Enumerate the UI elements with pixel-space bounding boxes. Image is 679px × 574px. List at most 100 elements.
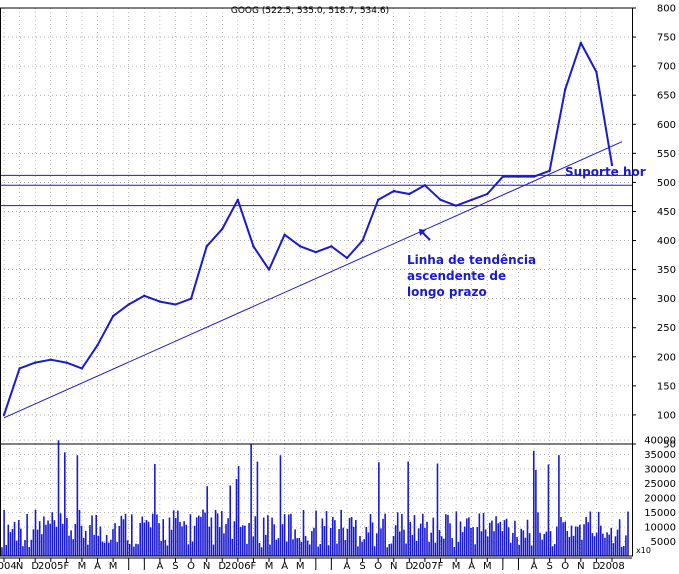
- price-point: [65, 361, 68, 364]
- price-tick-label: 600: [657, 120, 676, 131]
- price-point: [517, 175, 520, 178]
- time-tick-label: N: [390, 561, 397, 570]
- time-tick-label: D: [31, 561, 39, 570]
- price-point: [143, 294, 146, 297]
- trendline-annotation-line: longo prazo: [407, 285, 487, 299]
- trend-line: [3, 141, 623, 419]
- price-point: [252, 245, 255, 248]
- volume-tick-label: 10000: [644, 523, 676, 534]
- time-tick-label: F: [438, 561, 444, 570]
- price-point: [610, 163, 614, 167]
- horizontal-support-lines: [0, 174, 632, 207]
- price-tick-label: 250: [657, 323, 676, 334]
- time-tick-label: O: [374, 561, 382, 570]
- time-tick-label: A: [344, 561, 351, 570]
- time-tick-label: S: [359, 561, 365, 570]
- time-tick-label: F: [63, 561, 69, 570]
- price-point: [2, 413, 6, 417]
- price-point: [345, 256, 349, 260]
- axes: 800 750 700 650 600 550 500 450 400 350 300 250 200 1…: [0, 4, 676, 572]
- price-point: [221, 227, 224, 231]
- price-series: [2, 41, 614, 417]
- time-tick-label: D: [405, 561, 413, 570]
- price-point: [314, 250, 317, 254]
- price-point: [470, 198, 473, 202]
- time-tick-label: A: [94, 561, 101, 570]
- price-tick-label: 550: [657, 149, 676, 160]
- price-tick-label: 300: [657, 294, 676, 305]
- plot-frame: [0, 7, 633, 557]
- price-point: [392, 189, 395, 193]
- time-tick-label: 2006: [225, 561, 250, 570]
- time-tick-label: M: [296, 561, 305, 570]
- volume-tick-label: 30000: [644, 465, 676, 476]
- time-tick-label: S: [172, 561, 178, 570]
- price-tick-label: 200: [657, 352, 676, 363]
- time-tick-label: 2004: [0, 561, 17, 570]
- price-point: [174, 303, 177, 306]
- volume-tick-label: 40000: [644, 436, 676, 447]
- time-tick-label: N: [577, 561, 584, 570]
- volume-unit-label: x10: [636, 546, 651, 555]
- time-tick-label: 2008: [599, 561, 624, 570]
- price-point: [111, 314, 115, 318]
- trendline-annotation-line: Linha de tendência: [407, 253, 536, 267]
- price-point: [548, 169, 551, 172]
- price-point: [299, 245, 302, 248]
- time-tick-label: 2005: [38, 561, 63, 570]
- time-tick-label: J: [329, 561, 333, 570]
- price-point: [33, 361, 37, 364]
- time-tick-label: D: [218, 561, 226, 570]
- time-tick-label: S: [546, 561, 552, 570]
- price-point: [501, 175, 505, 178]
- price-point: [267, 268, 271, 271]
- price-tick-label: 750: [657, 33, 676, 44]
- price-line: [3, 41, 613, 416]
- time-tick-label: N: [16, 561, 23, 570]
- price-tick-label: 700: [657, 62, 676, 73]
- time-tick-label: N: [203, 561, 210, 570]
- price-point: [158, 300, 162, 303]
- volume-tick-label: 15000: [644, 508, 676, 519]
- time-tick-label: O: [561, 561, 569, 570]
- price-tick-label: 50: [663, 440, 676, 451]
- time-tick-label: M: [265, 561, 274, 570]
- time-tick-label: M: [78, 561, 87, 570]
- trendline: [3, 141, 623, 419]
- time-tick-label: M: [483, 561, 492, 570]
- time-tick-label: 2007: [412, 561, 437, 570]
- labels: GOOG (522.5, 535.0, 518.7, 534.6) Linha d…: [231, 6, 646, 299]
- time-tick-label: J: [516, 561, 520, 570]
- time-tick-label: O: [187, 561, 195, 570]
- volume-tick-label: 20000: [644, 494, 676, 505]
- time-tick-label: J: [126, 561, 130, 570]
- price-tick-label: 500: [657, 178, 676, 189]
- price-tick-label: 100: [657, 410, 676, 421]
- time-tick-label: A: [156, 561, 163, 570]
- time-tick-label: A: [531, 561, 538, 570]
- volume-tick-label: 25000: [644, 479, 676, 490]
- time-tick-label: M: [109, 561, 118, 570]
- price-point: [127, 303, 130, 306]
- volume-tick-label: 5000: [651, 537, 676, 548]
- price-point: [283, 233, 286, 236]
- price-tick-label: 150: [657, 381, 676, 392]
- price-point: [189, 297, 193, 300]
- price-point: [439, 198, 442, 202]
- time-tick-label: F: [251, 561, 257, 570]
- price-tick-label: 350: [657, 265, 676, 276]
- price-point: [330, 245, 333, 248]
- time-tick-label: J: [500, 561, 504, 570]
- price-tick-label: 800: [657, 4, 676, 15]
- price-point: [49, 358, 52, 361]
- price-point: [532, 175, 536, 178]
- time-tick-label: A: [281, 561, 288, 570]
- trendline-annotation-line: ascendente de: [407, 269, 506, 283]
- price-point: [205, 245, 208, 248]
- price-point: [408, 192, 411, 196]
- price-tick-label: 450: [657, 207, 676, 218]
- price-point: [595, 70, 598, 74]
- price-tick-label: 650: [657, 91, 676, 102]
